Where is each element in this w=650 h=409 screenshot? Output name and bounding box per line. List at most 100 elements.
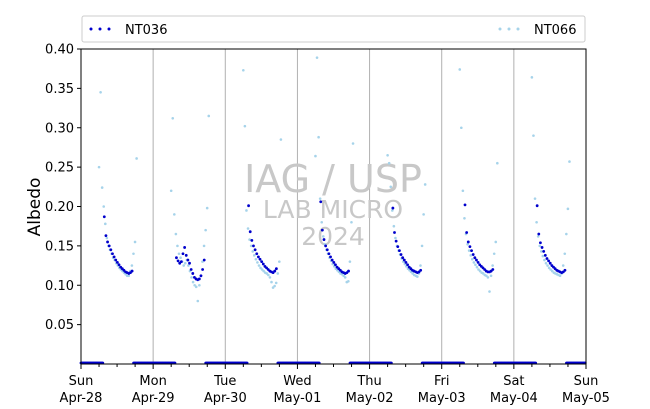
data-point <box>419 268 423 272</box>
data-point <box>458 68 462 71</box>
data-point <box>322 238 326 241</box>
data-point <box>325 248 329 252</box>
data-point <box>318 197 322 200</box>
legend-label-nt036: NT036 <box>125 23 167 38</box>
x-tick-label-day: Thu <box>356 374 381 389</box>
data-point <box>243 124 247 128</box>
data-point <box>539 241 542 245</box>
gridlines <box>152 49 515 364</box>
data-point <box>467 249 471 252</box>
y-tick-label: 0.10 <box>45 279 74 294</box>
data-point <box>186 258 190 262</box>
data-point <box>568 160 571 163</box>
data-point <box>135 157 138 160</box>
data-point <box>201 268 205 271</box>
data-point <box>249 244 253 248</box>
data-point <box>194 285 198 289</box>
data-point <box>494 240 498 244</box>
data-point <box>404 261 408 264</box>
data-point <box>470 257 474 261</box>
data-point <box>114 258 118 262</box>
data-point <box>202 258 206 262</box>
data-point <box>329 255 332 259</box>
data-point <box>250 238 254 242</box>
data-point <box>171 117 175 120</box>
data-point <box>537 232 541 236</box>
data-point <box>541 254 545 258</box>
data-point <box>130 269 134 273</box>
data-point <box>491 268 495 271</box>
data-point <box>247 204 250 208</box>
legend-dot <box>98 27 102 31</box>
data-point <box>547 259 550 263</box>
data-point <box>104 234 108 238</box>
data-point <box>196 299 200 303</box>
data-point <box>179 260 183 264</box>
data-point <box>396 245 400 249</box>
y-tick-label: 0.15 <box>45 239 74 254</box>
data-point <box>197 277 201 281</box>
data-point <box>532 134 535 137</box>
data-point <box>538 244 542 248</box>
data-point <box>256 261 259 264</box>
data-point <box>533 197 537 200</box>
data-point <box>419 264 422 267</box>
data-point <box>248 230 252 234</box>
data-point <box>401 256 405 260</box>
data-point <box>99 91 102 94</box>
data-point <box>181 252 185 256</box>
data-point <box>542 249 546 253</box>
data-point <box>252 254 256 257</box>
data-point <box>399 253 403 256</box>
data-point <box>423 183 427 186</box>
data-point <box>321 235 325 238</box>
data-point <box>481 272 485 275</box>
data-point <box>334 263 337 267</box>
x-tick-label-date: May-05 <box>562 391 610 406</box>
data-point <box>257 255 260 259</box>
data-point <box>97 165 101 169</box>
data-point <box>274 281 278 285</box>
data-point <box>188 261 191 265</box>
data-point <box>252 244 255 248</box>
data-point <box>204 228 207 232</box>
data-point <box>461 189 465 193</box>
data-point <box>394 236 397 240</box>
data-point <box>112 255 116 259</box>
x-tick-label-day: Tue <box>213 374 236 389</box>
data-point <box>392 224 396 228</box>
data-point <box>469 254 473 257</box>
data-point <box>474 263 477 267</box>
x-tick-label-date: Apr-29 <box>132 391 175 406</box>
data-point <box>545 257 549 260</box>
data-point <box>245 209 248 212</box>
data-point <box>102 215 106 219</box>
data-point <box>176 244 179 248</box>
data-point <box>536 235 540 238</box>
y-tick-label: 0.40 <box>45 43 74 58</box>
data-point <box>348 260 352 263</box>
data-point <box>460 126 463 130</box>
data-point <box>546 264 549 267</box>
data-point <box>174 232 178 236</box>
legend-box <box>81 15 586 43</box>
data-point <box>246 227 250 230</box>
data-point <box>274 267 278 271</box>
data-point <box>539 250 543 253</box>
data-point <box>279 138 283 141</box>
x-tick-label-date: Apr-28 <box>60 391 103 406</box>
data-point <box>530 76 534 79</box>
data-point <box>488 290 491 293</box>
data-point <box>207 114 211 118</box>
watermark-line2: LAB MICRO <box>263 195 403 224</box>
legend-dot <box>498 27 502 31</box>
data-point <box>198 283 201 287</box>
legend-dot <box>507 27 511 31</box>
data-point <box>111 252 114 256</box>
data-point <box>273 284 276 288</box>
data-point <box>468 245 472 249</box>
data-point <box>189 268 193 271</box>
legend-label-nt066: NT066 <box>534 23 576 38</box>
data-point <box>394 239 398 243</box>
